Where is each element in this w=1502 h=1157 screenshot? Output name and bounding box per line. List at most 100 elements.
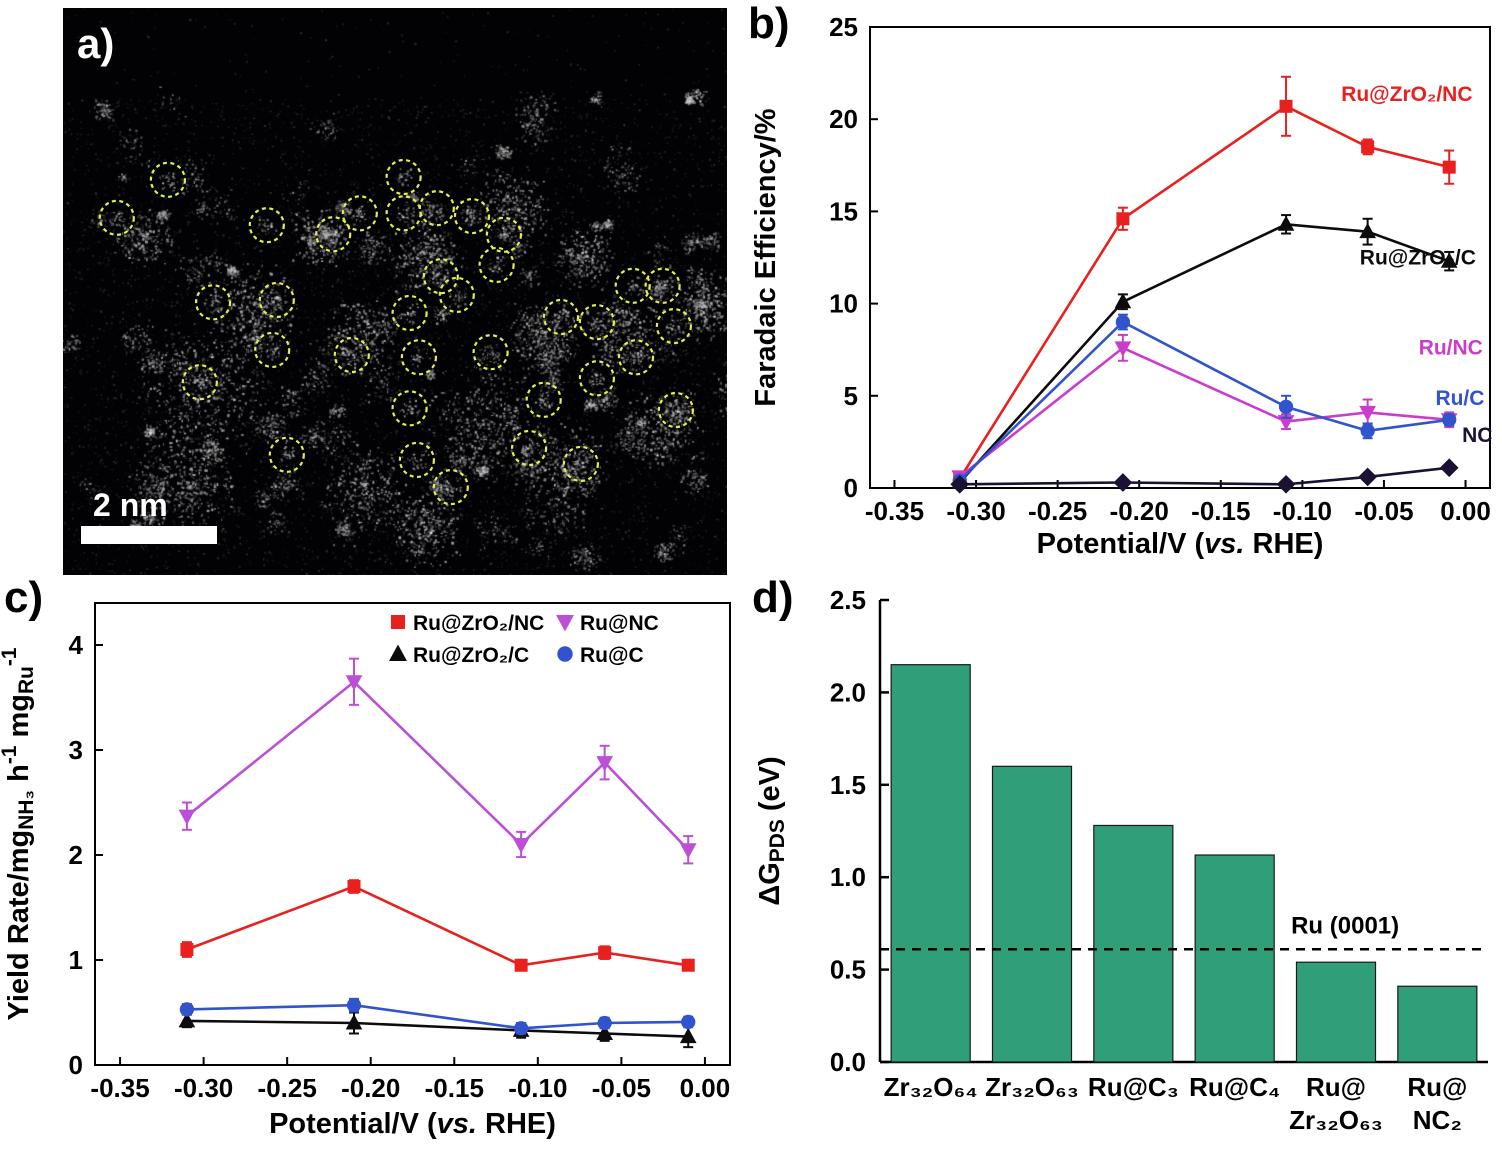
x-tick-label: -0.10 — [508, 1073, 567, 1103]
series-0 — [180, 879, 695, 972]
data-point-marker — [514, 958, 528, 972]
x-axis-label: Potential/V (vs. RHE) — [1037, 528, 1324, 560]
x-tick-label: -0.20 — [1110, 496, 1169, 526]
x-tick-label: -0.30 — [946, 496, 1005, 526]
x-category-label: Ru@C₃ — [1088, 1072, 1179, 1102]
particle-highlight-circle — [511, 429, 548, 467]
particle-highlight-circle — [333, 336, 370, 374]
series-label: Ru@ZrO₂/NC — [1341, 83, 1472, 106]
data-point-marker — [1439, 458, 1459, 478]
bar — [890, 664, 971, 1063]
legend-label: Ru@NC — [580, 612, 659, 635]
data-point-marker — [391, 615, 405, 629]
chart-yield-rate: -0.35 -0.30 -0.25 -0.20 -0.15 -0.10 -0.05 0.00 0… — [0, 602, 731, 1140]
data-point-marker — [1276, 474, 1296, 494]
data-point-marker — [596, 1024, 613, 1040]
y-tick-label: 2 — [69, 840, 83, 870]
data-point-marker — [1440, 252, 1458, 268]
data-point-marker — [1278, 399, 1294, 415]
bar — [1295, 961, 1377, 1063]
data-point-marker — [679, 843, 697, 859]
particle-highlight-circle — [432, 469, 469, 506]
y-tick-label: 0.5 — [830, 955, 866, 985]
y-tick-label: 4 — [69, 630, 84, 660]
data-point-marker — [1358, 467, 1377, 487]
data-point-marker — [389, 644, 407, 661]
particle-highlight-circle — [525, 381, 562, 418]
particle-highlight-circle — [655, 308, 693, 345]
bar — [1093, 824, 1174, 1063]
data-point-marker — [1279, 99, 1293, 113]
x-tick-label: 0.00 — [680, 1073, 731, 1103]
particle-highlight-circle — [385, 158, 422, 196]
x-category-label: Ru@C₄ — [1189, 1072, 1280, 1102]
y-tick-label: 25 — [829, 12, 858, 42]
x-tick-label: -0.05 — [592, 1073, 651, 1103]
panel-label-d: d) — [752, 573, 794, 622]
particle-highlight-circle — [617, 339, 655, 376]
y-tick-label: 10 — [829, 289, 858, 319]
bar — [1397, 985, 1478, 1063]
y-axis-label: ΔGPDS (eV) — [754, 756, 789, 905]
particle-highlight-circle — [195, 284, 232, 321]
y-tick-label: 3 — [69, 735, 83, 765]
x-tick-label: 0.00 — [1440, 496, 1491, 526]
legend-label: Ru@C — [580, 644, 644, 667]
scale-bar-label: 2 nm — [93, 487, 168, 523]
data-point-marker — [513, 1021, 529, 1036]
reference-line-label: Ru (0001) — [1291, 912, 1399, 939]
plot-frame — [869, 26, 1491, 489]
particle-highlight-circle — [422, 258, 459, 295]
particle-highlight-circle — [268, 436, 305, 473]
bar — [1194, 854, 1275, 1063]
data-point-marker — [345, 675, 363, 691]
scale-bar — [81, 526, 217, 544]
data-point-marker — [1442, 160, 1456, 174]
data-point-marker — [1360, 423, 1375, 438]
particle-highlight-circle — [472, 334, 509, 371]
x-category-label: Zr₃₂O₆₄ — [884, 1072, 978, 1102]
x-tick-label: -0.35 — [865, 496, 924, 526]
data-point-marker — [681, 958, 695, 972]
particle-highlight-circle — [657, 391, 695, 429]
particle-highlight-circle — [438, 276, 475, 313]
series-label: NC — [1462, 424, 1492, 447]
data-point-marker — [1359, 405, 1376, 422]
plot-frame — [94, 602, 731, 1066]
x-tick-label: -0.15 — [1191, 496, 1250, 526]
y-axis-label: Faradaic Efficiency/% — [750, 108, 782, 406]
data-point-marker — [596, 756, 613, 772]
data-point-marker — [1116, 212, 1130, 226]
x-tick-label: -0.25 — [1028, 496, 1087, 526]
data-point-marker — [347, 880, 361, 893]
x-tick-label: -0.10 — [1273, 496, 1332, 526]
y-tick-label: 0 — [844, 473, 858, 503]
particle-highlight-circle — [391, 294, 428, 332]
data-point-marker — [681, 1014, 696, 1030]
series-label: Ru@ZrO₂/C — [1360, 246, 1476, 269]
particle-highlight-circle — [398, 441, 435, 478]
x-category-label: Ru@ — [1306, 1072, 1366, 1102]
y-tick-label: 20 — [829, 104, 858, 134]
x-tick-label: -0.35 — [90, 1073, 149, 1103]
y-tick-label: 2.5 — [830, 585, 866, 615]
x-tick-label: -0.20 — [341, 1073, 400, 1103]
x-tick-label: -0.25 — [258, 1073, 317, 1103]
series-1 — [178, 657, 697, 865]
particle-highlight-circle — [391, 390, 428, 427]
data-point-marker — [1359, 222, 1376, 239]
y-axis-label: Yield Rate/mgNH₃ h-1 mgRu-1 — [0, 647, 38, 1020]
panel-label-b: b) — [748, 0, 790, 48]
particle-highlight-circle — [578, 360, 616, 397]
data-point-marker — [179, 1002, 195, 1017]
particle-highlight-circle — [341, 195, 378, 232]
data-point-marker — [180, 943, 194, 956]
particle-highlight-circle — [400, 339, 437, 376]
series-3 — [952, 313, 1457, 488]
legend-label: Ru@ZrO₂/NC — [413, 612, 544, 635]
data-point-marker — [1277, 415, 1295, 431]
data-point-marker — [346, 998, 362, 1013]
particle-highlight-circle — [149, 161, 187, 198]
